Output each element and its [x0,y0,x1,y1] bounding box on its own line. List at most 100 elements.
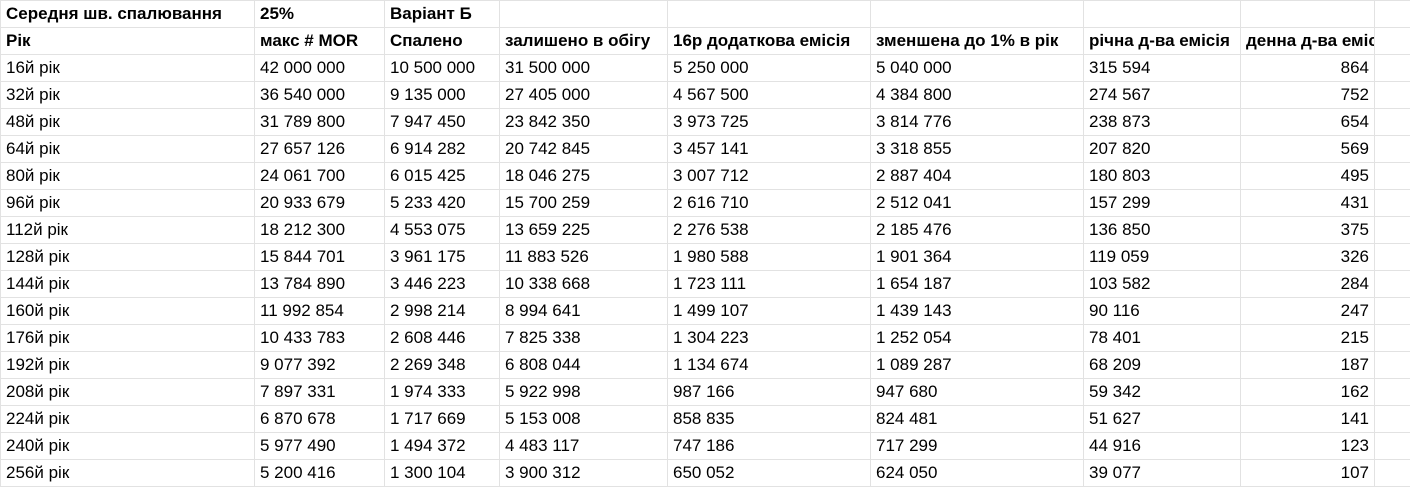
cell-empty[interactable] [1374,135,1410,163]
data-cell[interactable]: 9 077 392 [254,351,385,379]
row-label-cell[interactable]: 240й рік [0,432,255,460]
data-cell[interactable]: 42 000 000 [254,54,385,82]
data-cell[interactable]: 864 [1240,54,1375,82]
data-cell[interactable]: 10 433 783 [254,324,385,352]
cell-empty[interactable] [1374,81,1410,109]
cell-empty[interactable] [1374,405,1410,433]
data-cell[interactable]: 9 135 000 [384,81,500,109]
column-header-daily-emission[interactable]: денна д-ва емісія [1240,27,1375,55]
row-label-cell[interactable]: 48й рік [0,108,255,136]
data-cell[interactable]: 13 659 225 [499,216,668,244]
data-cell[interactable]: 654 [1240,108,1375,136]
row-label-cell[interactable]: 224й рік [0,405,255,433]
data-cell[interactable]: 1 304 223 [667,324,871,352]
data-cell[interactable]: 2 616 710 [667,189,871,217]
data-cell[interactable]: 3 814 776 [870,108,1084,136]
data-cell[interactable]: 1 901 364 [870,243,1084,271]
data-cell[interactable]: 59 342 [1083,378,1241,406]
data-cell[interactable]: 1 134 674 [667,351,871,379]
data-cell[interactable]: 180 803 [1083,162,1241,190]
data-cell[interactable]: 36 540 000 [254,81,385,109]
data-cell[interactable]: 5 922 998 [499,378,668,406]
cell-header[interactable]: Середня шв. спалювання [0,0,255,28]
row-label-cell[interactable]: 144й рік [0,270,255,298]
cell-empty[interactable] [1374,27,1410,55]
data-cell[interactable]: 39 077 [1083,459,1241,487]
data-cell[interactable]: 18 212 300 [254,216,385,244]
data-cell[interactable]: 107 [1240,459,1375,487]
data-cell[interactable]: 162 [1240,378,1375,406]
data-cell[interactable]: 10 500 000 [384,54,500,82]
data-cell[interactable]: 987 166 [667,378,871,406]
cell-empty[interactable] [1374,162,1410,190]
data-cell[interactable]: 1 494 372 [384,432,500,460]
data-cell[interactable]: 2 998 214 [384,297,500,325]
data-cell[interactable]: 2 512 041 [870,189,1084,217]
data-cell[interactable]: 215 [1240,324,1375,352]
data-cell[interactable]: 1 300 104 [384,459,500,487]
data-cell[interactable]: 824 481 [870,405,1084,433]
data-cell[interactable]: 495 [1240,162,1375,190]
row-label-cell[interactable]: 256й рік [0,459,255,487]
cell-empty[interactable] [1374,378,1410,406]
cell-header[interactable] [499,0,668,28]
cell-header[interactable] [1374,0,1410,28]
data-cell[interactable]: 238 873 [1083,108,1241,136]
data-cell[interactable]: 11 992 854 [254,297,385,325]
data-cell[interactable]: 3 007 712 [667,162,871,190]
cell-empty[interactable] [1374,297,1410,325]
data-cell[interactable]: 431 [1240,189,1375,217]
data-cell[interactable]: 7 947 450 [384,108,500,136]
data-cell[interactable]: 1 974 333 [384,378,500,406]
data-cell[interactable]: 1 980 588 [667,243,871,271]
data-cell[interactable]: 2 269 348 [384,351,500,379]
data-cell[interactable]: 6 808 044 [499,351,668,379]
data-cell[interactable]: 569 [1240,135,1375,163]
data-cell[interactable]: 27 405 000 [499,81,668,109]
row-label-cell[interactable]: 128й рік [0,243,255,271]
data-cell[interactable]: 5 153 008 [499,405,668,433]
cell-header[interactable] [1240,0,1375,28]
cell-header[interactable]: Варіант Б [384,0,500,28]
data-cell[interactable]: 5 233 420 [384,189,500,217]
row-label-cell[interactable]: 192й рік [0,351,255,379]
row-label-cell[interactable]: 112й рік [0,216,255,244]
data-cell[interactable]: 752 [1240,81,1375,109]
data-cell[interactable]: 3 900 312 [499,459,668,487]
data-cell[interactable]: 284 [1240,270,1375,298]
data-cell[interactable]: 20 742 845 [499,135,668,163]
data-cell[interactable]: 4 567 500 [667,81,871,109]
data-cell[interactable]: 624 050 [870,459,1084,487]
data-cell[interactable]: 858 835 [667,405,871,433]
data-cell[interactable]: 2 185 476 [870,216,1084,244]
cell-empty[interactable] [1374,459,1410,487]
cell-empty[interactable] [1374,216,1410,244]
column-header-burned[interactable]: Спалено [384,27,500,55]
data-cell[interactable]: 1 089 287 [870,351,1084,379]
cell-empty[interactable] [1374,189,1410,217]
column-header-circulating[interactable]: залишено в обігу [499,27,668,55]
data-cell[interactable]: 51 627 [1083,405,1241,433]
data-cell[interactable]: 15 700 259 [499,189,668,217]
data-cell[interactable]: 7 825 338 [499,324,668,352]
data-cell[interactable]: 5 200 416 [254,459,385,487]
column-header-additional-emission[interactable]: 16р додаткова емісія [667,27,871,55]
data-cell[interactable]: 6 870 678 [254,405,385,433]
column-header-annual-emission[interactable]: річна д-ва емісія [1083,27,1241,55]
data-cell[interactable]: 5 250 000 [667,54,871,82]
cell-empty[interactable] [1374,270,1410,298]
row-label-cell[interactable]: 96й рік [0,189,255,217]
data-cell[interactable]: 90 116 [1083,297,1241,325]
data-cell[interactable]: 10 338 668 [499,270,668,298]
data-cell[interactable]: 3 973 725 [667,108,871,136]
data-cell[interactable]: 157 299 [1083,189,1241,217]
data-cell[interactable]: 68 209 [1083,351,1241,379]
data-cell[interactable]: 1 252 054 [870,324,1084,352]
data-cell[interactable]: 3 318 855 [870,135,1084,163]
row-label-cell[interactable]: 160й рік [0,297,255,325]
row-label-cell[interactable]: 80й рік [0,162,255,190]
data-cell[interactable]: 4 483 117 [499,432,668,460]
cell-empty[interactable] [1374,351,1410,379]
data-cell[interactable]: 5 040 000 [870,54,1084,82]
data-cell[interactable]: 3 457 141 [667,135,871,163]
